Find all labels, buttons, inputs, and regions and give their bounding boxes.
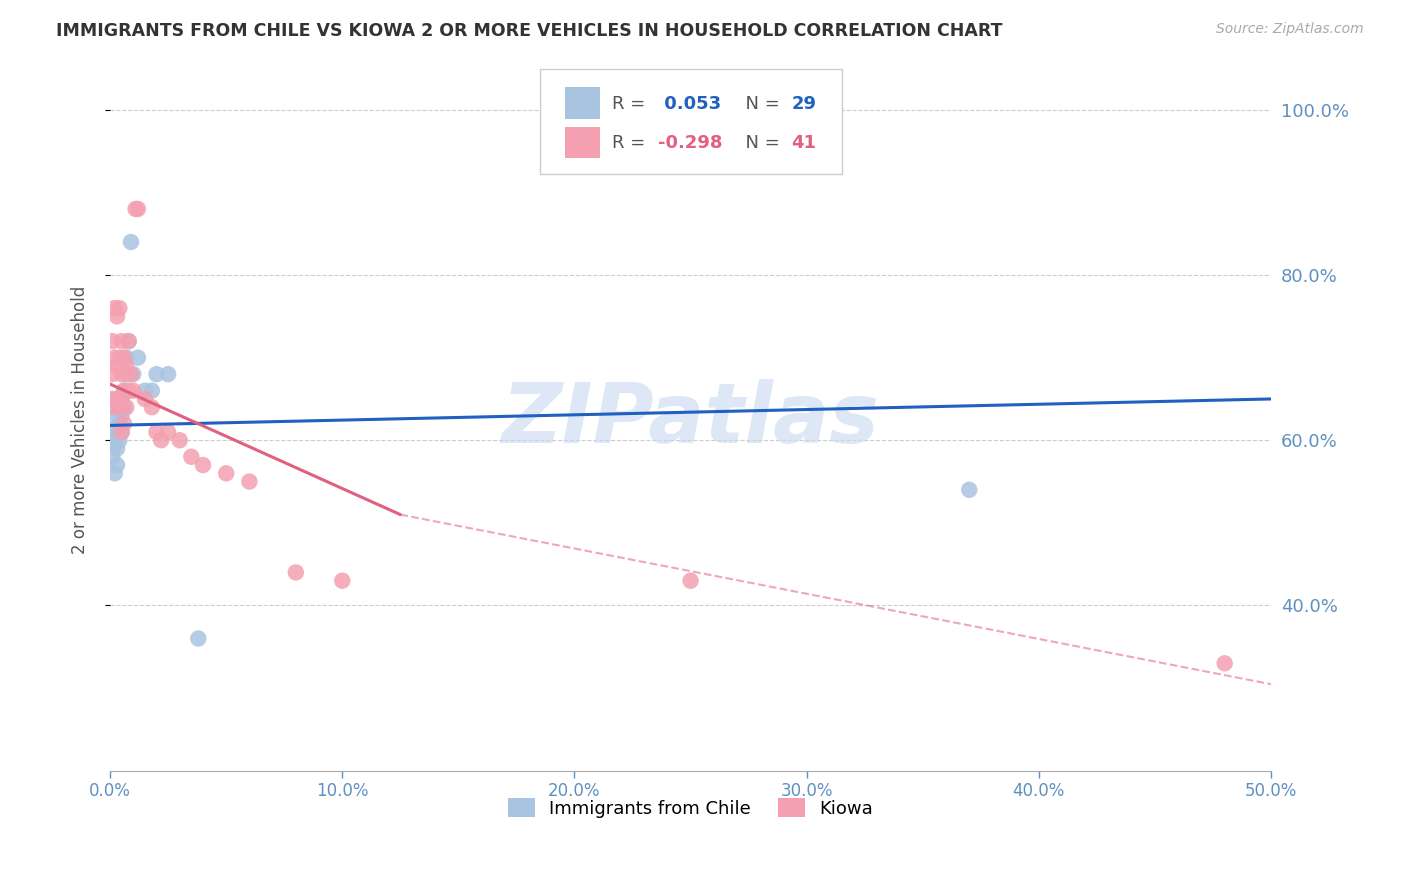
Point [111,425,134,439]
Point [104,467,127,481]
Point [122,384,145,398]
Point [112,351,135,365]
Point [118,334,141,348]
Point [145,367,167,381]
Point [104,401,127,415]
Point [111,367,134,381]
Point [1213,657,1236,671]
Point [101,434,124,448]
Point [105,310,128,324]
Point [141,401,163,415]
Point [108,434,131,448]
Point [111,334,134,348]
Point [187,632,209,646]
Point [330,574,353,588]
Legend: Immigrants from Chile, Kiowa: Immigrants from Chile, Kiowa [501,791,880,825]
Point [112,401,135,415]
Text: 41: 41 [792,134,817,152]
Point [115,359,138,373]
Point [679,574,702,588]
Text: ZIPatlas: ZIPatlas [502,379,880,460]
Point [284,566,307,580]
Point [111,392,134,406]
Point [108,401,131,415]
Text: 29: 29 [792,95,817,112]
Point [111,425,134,439]
Point [115,351,138,365]
Point [104,351,127,365]
Point [191,458,214,472]
Point [122,367,145,381]
Text: R =: R = [612,95,651,112]
Point [180,450,202,464]
Point [957,483,980,497]
Text: -0.298: -0.298 [658,134,723,152]
Point [108,401,131,415]
Point [101,450,124,464]
Point [127,351,149,365]
Point [101,334,124,348]
Point [105,392,128,406]
Point [120,235,142,249]
Point [104,437,127,451]
Point [115,367,138,381]
Point [118,334,141,348]
Text: IMMIGRANTS FROM CHILE VS KIOWA 2 OR MORE VEHICLES IN HOUSEHOLD CORRELATION CHART: IMMIGRANTS FROM CHILE VS KIOWA 2 OR MORE… [56,22,1002,40]
Point [101,392,124,406]
Point [108,417,131,431]
Point [105,442,128,456]
Point [134,384,156,398]
Point [111,392,134,406]
FancyBboxPatch shape [565,87,600,119]
Point [150,434,173,448]
Text: N =: N = [734,134,785,152]
Text: R =: R = [612,134,651,152]
Point [145,425,167,439]
Point [108,301,131,315]
Point [105,425,128,439]
Point [157,425,180,439]
Point [105,359,128,373]
Point [238,475,260,489]
Point [169,434,191,448]
Point [120,367,142,381]
Point [104,301,127,315]
Point [101,367,124,381]
Point [112,384,135,398]
Point [104,421,127,435]
Point [134,392,156,406]
Point [105,409,128,423]
Point [141,384,163,398]
Point [157,367,180,381]
Point [105,458,128,472]
Point [118,384,141,398]
Text: Source: ZipAtlas.com: Source: ZipAtlas.com [1216,22,1364,37]
Point [215,467,238,481]
Text: N =: N = [734,95,785,112]
FancyBboxPatch shape [565,127,600,159]
Point [111,409,134,423]
Point [112,384,135,398]
Point [127,202,149,216]
Point [108,351,131,365]
Point [115,401,138,415]
Text: 0.053: 0.053 [658,95,721,112]
Y-axis label: 2 or more Vehicles in Household: 2 or more Vehicles in Household [72,285,89,554]
Point [124,202,146,216]
FancyBboxPatch shape [540,69,842,174]
Point [112,417,135,431]
